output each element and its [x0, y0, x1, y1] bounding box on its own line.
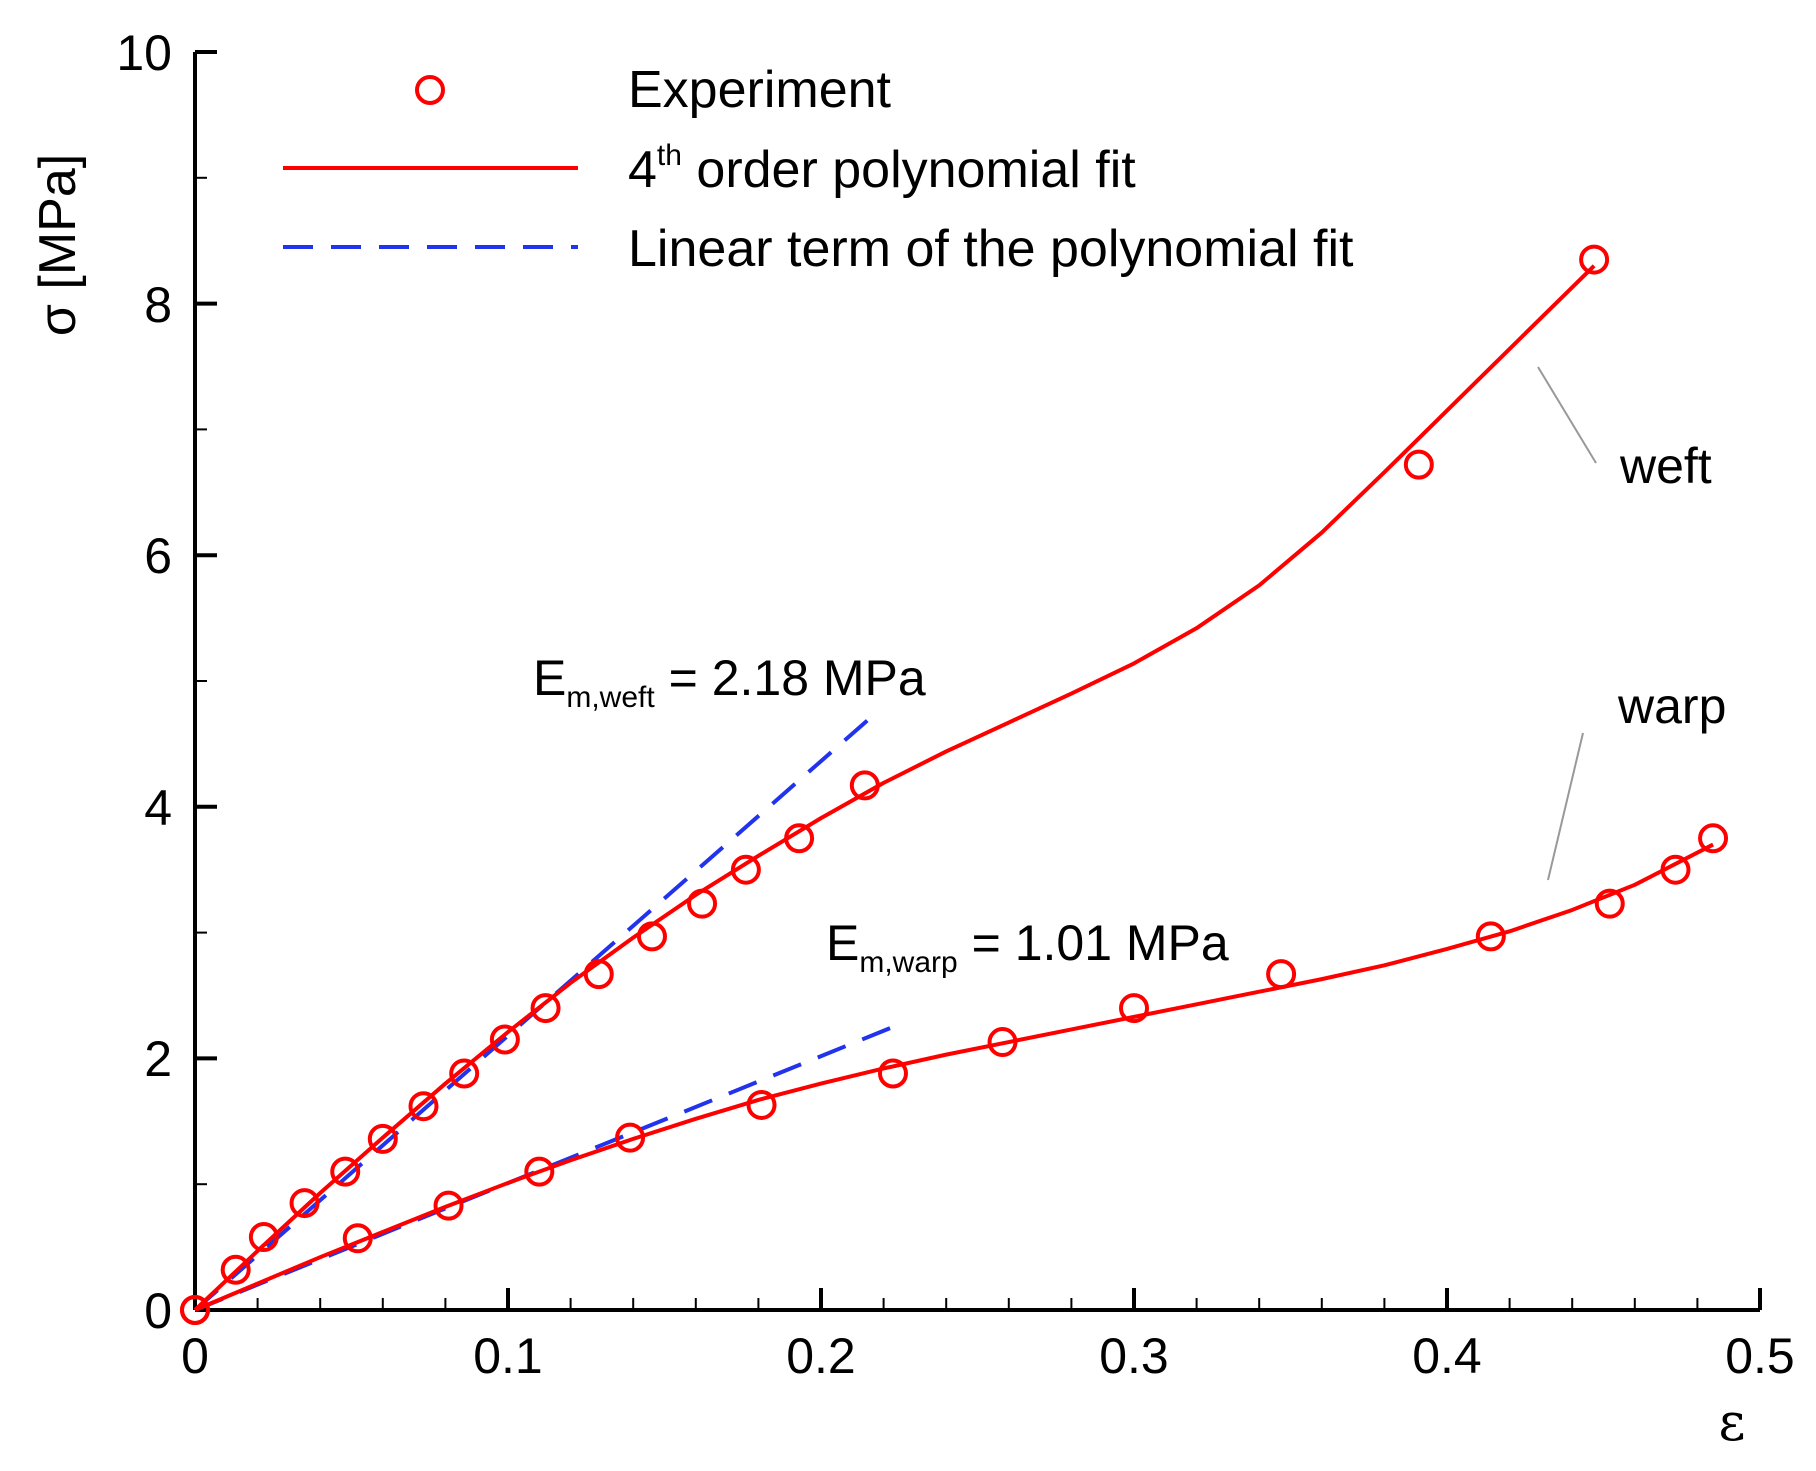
- weft-experiment-point: [489, 1024, 520, 1055]
- weft-modulus-subscript: m,weft: [566, 681, 655, 714]
- weft-experiment-point: [248, 1222, 279, 1253]
- warp-modulus-symbol: E: [826, 915, 859, 971]
- weft-experiment-point: [687, 888, 718, 919]
- weft-experiment-point: [449, 1058, 480, 1089]
- x-tick-label: 0.3: [1099, 1328, 1169, 1384]
- y-tick-label: 8: [144, 277, 172, 333]
- weft-modulus-symbol: E: [533, 650, 566, 706]
- x-tick-label: 0.5: [1725, 1328, 1795, 1384]
- warp-experiment-point: [1119, 993, 1149, 1024]
- warp-experiment-point: [746, 1089, 777, 1120]
- legend-experiment-marker: [415, 75, 445, 105]
- experiment-points: [180, 244, 1729, 1325]
- warp-experiment-point: [433, 1190, 464, 1221]
- weft-experiment-point: [330, 1156, 361, 1187]
- warp-experiment-point: [987, 1027, 1018, 1058]
- y-tick-label: 2: [144, 1031, 172, 1087]
- x-tick-label: 0: [181, 1328, 209, 1384]
- weft-polynomial-fit-line: [193, 264, 1596, 1312]
- warp-experiment-point: [615, 1122, 646, 1153]
- warp-experiment-point: [1698, 823, 1729, 854]
- polynomial-fit-lines: [193, 264, 1714, 1312]
- y-tick-label: 0: [144, 1283, 172, 1339]
- weft-experiment-point: [530, 993, 561, 1024]
- x-axis-label: ε: [1719, 1393, 1746, 1453]
- legend-fit-order: 4: [628, 141, 657, 199]
- warp-experiment-point: [180, 1295, 210, 1325]
- axis-ticks: [193, 50, 1762, 1312]
- warp-experiment-point: [1475, 921, 1506, 952]
- weft-experiment-point: [367, 1123, 398, 1154]
- weft-experiment-point: [636, 921, 667, 952]
- weft-experiment-point: [583, 959, 614, 990]
- warp-modulus-value: = 1.01 MPa: [958, 915, 1229, 971]
- y-tick-label: 10: [116, 25, 172, 81]
- warp-experiment-point: [524, 1156, 555, 1187]
- x-tick-label: 0.2: [786, 1328, 856, 1384]
- warp-experiment-point: [1266, 959, 1297, 990]
- warp-polynomial-fit-line: [194, 842, 1714, 1312]
- x-tick-labels: 0 0.1 0.2 0.3 0.4 0.5: [181, 1328, 1795, 1384]
- legend-linear-label: Linear term of the polynomial fit: [628, 220, 1354, 278]
- legend-fit-label: 4th order polynomial fit: [628, 139, 1136, 199]
- legend-fit-text: order polynomial fit: [682, 141, 1136, 199]
- warp-experiment-point: [1660, 854, 1691, 885]
- weft-experiment-point: [730, 854, 761, 885]
- weft-experiment-point: [784, 823, 815, 854]
- x-tick-label: 0.1: [473, 1328, 543, 1384]
- weft-curve-label: weft: [1619, 438, 1712, 494]
- legend-fit-superscript: th: [657, 139, 682, 172]
- weft-experiment-point: [1579, 244, 1610, 275]
- weft-experiment-point: [408, 1091, 439, 1122]
- weft-callout-line: [1537, 366, 1597, 464]
- legend: Experiment 4th order polynomial fit Line…: [283, 61, 1354, 278]
- weft-experiment-point: [289, 1188, 320, 1219]
- warp-modulus-subscript: m,warp: [859, 946, 957, 979]
- warp-curve-label: warp: [1617, 678, 1726, 734]
- warp-modulus-label: Em,warp = 1.01 MPa: [826, 915, 1229, 979]
- warp-experiment-point: [342, 1223, 373, 1254]
- y-tick-label: 6: [144, 528, 172, 584]
- weft-experiment-point: [220, 1254, 251, 1285]
- y-axis-label: σ [MPa]: [29, 154, 87, 336]
- weft-experiment-point: [849, 770, 880, 801]
- weft-experiment-point: [1403, 449, 1434, 480]
- linear-term-lines: [193, 718, 897, 1312]
- y-tick-labels: 0 2 4 6 8 10: [116, 25, 172, 1339]
- warp-callout-line: [1547, 732, 1584, 881]
- x-tick-label: 0.4: [1412, 1328, 1482, 1384]
- warp-experiment-point: [877, 1058, 908, 1089]
- warp-linear-term-line: [194, 1023, 897, 1312]
- weft-modulus-value: = 2.18 MPa: [655, 650, 926, 706]
- warp-experiment-point: [1594, 888, 1625, 919]
- legend-experiment-label: Experiment: [628, 61, 892, 119]
- weft-modulus-label: Em,weft = 2.18 MPa: [533, 650, 926, 714]
- y-tick-label: 4: [144, 780, 172, 836]
